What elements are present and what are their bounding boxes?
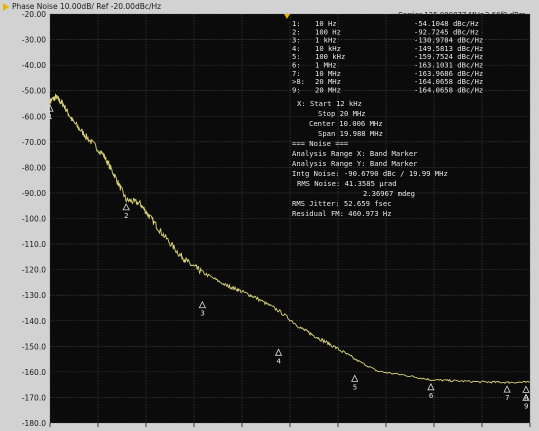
y-tick-label: -70.00 [22,138,46,147]
y-tick-label: -20.00 [22,10,46,19]
marker-triangle-icon [522,385,530,393]
phase-noise-trace [49,92,531,384]
marker-table-frequency: 1 kHz [315,36,337,45]
y-tick-label: -30.00 [22,36,46,45]
marker-table-id: 2: [292,27,301,36]
rms-noise-rad: RMS Noise: 41.3585 μrad [297,179,397,188]
marker-number-label: 5 [353,383,357,391]
marker-table-value: -92.7245 dBc/Hz [414,27,479,36]
marker-table-value: -164.0658 dBc/Hz [414,77,483,86]
marker-triangle-icon [427,382,435,391]
marker-table-frequency: 100 Hz [315,27,341,36]
marker-table-frequency: 10 kHz [315,44,341,53]
x-axis-tick-marks [49,423,531,427]
marker-number-label: 7 [505,394,509,402]
marker-number-label: 6 [429,392,434,400]
marker-number-label: 3 [200,310,204,318]
marker-table-id: 7: [292,69,301,78]
marker-number-label: 9 [524,402,528,410]
y-tick-label: -90.00 [22,189,46,198]
y-tick-label: -110.0 [22,240,46,249]
marker-triangle-icon [503,385,511,393]
marker-triangle-icon [198,300,207,309]
analysis-range-x: Analysis Range X: Band Marker [292,149,418,158]
marker-triangle-icon [122,202,130,211]
y-tick-label: -120.0 [22,266,46,275]
marker-table-value: -159.7524 dBc/Hz [414,52,483,61]
y-tick-label: -170.0 [22,393,46,402]
y-tick-label: -80.00 [22,163,46,172]
y-tick-label: -130.0 [22,291,46,300]
marker-table-id: 3: [292,36,301,45]
marker-table-value: -164.0658 dBc/Hz [414,85,483,94]
rms-noise-deg: 2.36967 mdeg [363,189,415,198]
integrated-noise: Intg Noise: -90.6790 dBc / 19.99 MHz [292,169,448,178]
marker-table-value: -149.5813 dBc/Hz [414,44,483,53]
marker-table-frequency: 20 MHz [315,85,341,94]
marker-table-id: 9: [292,85,301,94]
trace-indicator-icon [3,3,9,11]
cursor-top-triangle-icon [284,14,290,19]
y-tick-label: -40.00 [22,61,46,70]
marker-table-value: -163.1031 dBc/Hz [414,61,483,70]
marker-table-frequency: 10 MHz [315,69,341,78]
marker-table: 1: 10 Hz -54.1048 dBc/Hz 2: 100 Hz -92.7245 d… [292,19,483,94]
marker-table-frequency: 1 MHz [315,61,337,70]
marker-triangle-icon [351,374,359,382]
marker-table-frequency: 10 Hz [315,19,337,28]
trace-markers: 1 2 3 4 5 6 7 89 [46,104,530,410]
marker-table-id: >8: [292,77,305,86]
y-tick-label: -150.0 [22,342,46,351]
stop-label: Stop 20 MHz [318,109,366,118]
y-tick-label: -50.00 [22,87,46,96]
marker-number-label: 2 [124,212,128,220]
y-tick-label: -100.0 [22,215,46,224]
y-tick-label: -160.0 [22,368,46,377]
chart-title: Phase Noise 10.00dB/ Ref -20.00dBc/Hz [12,2,162,11]
span-label: Span 19.988 MHz [318,129,383,138]
marker-table-id: 6: [292,61,301,70]
marker-triangle-icon [522,393,530,401]
marker-number-label: 8 [524,394,528,402]
y-axis-tick-labels: -20.00 -30.00 -40.00 -50.00 -60.00 -70.00 -80.… [22,10,46,428]
marker-number-label: 4 [277,357,282,365]
rms-jitter: RMS Jitter: 52.659 fsec [292,199,392,208]
marker-table-value: -163.9686 dBc/Hz [414,69,483,78]
marker-table-frequency: 20 MHz [315,77,341,86]
marker-table-id: 1: [292,19,301,28]
marker-table-frequency: 100 kHz [315,52,345,61]
start-label: X: Start 12 kHz [297,99,362,108]
residual-fm: Residual FM: 460.973 Hz [292,209,392,218]
center-label: Center 10.006 MHz [309,119,383,128]
noise-info-panel: X: Start 12 kHz Stop 20 MHz Center 10.00… [292,99,448,218]
y-tick-label: -60.00 [22,112,46,121]
y-tick-label: -180.0 [22,419,46,428]
y-tick-label: -140.0 [22,317,46,326]
marker-number-label: 1 [48,113,52,121]
marker-triangle-icon [46,104,54,112]
noise-header: === Noise === [292,139,349,148]
analysis-range-y: Analysis Range Y: Band Marker [292,159,418,168]
marker-table-id: 5: [292,52,301,61]
marker-table-value: -54.1048 dBc/Hz [414,19,479,28]
marker-triangle-icon [274,348,283,356]
marker-table-id: 4: [292,44,301,53]
marker-table-value: -130.9784 dBc/Hz [414,36,483,45]
